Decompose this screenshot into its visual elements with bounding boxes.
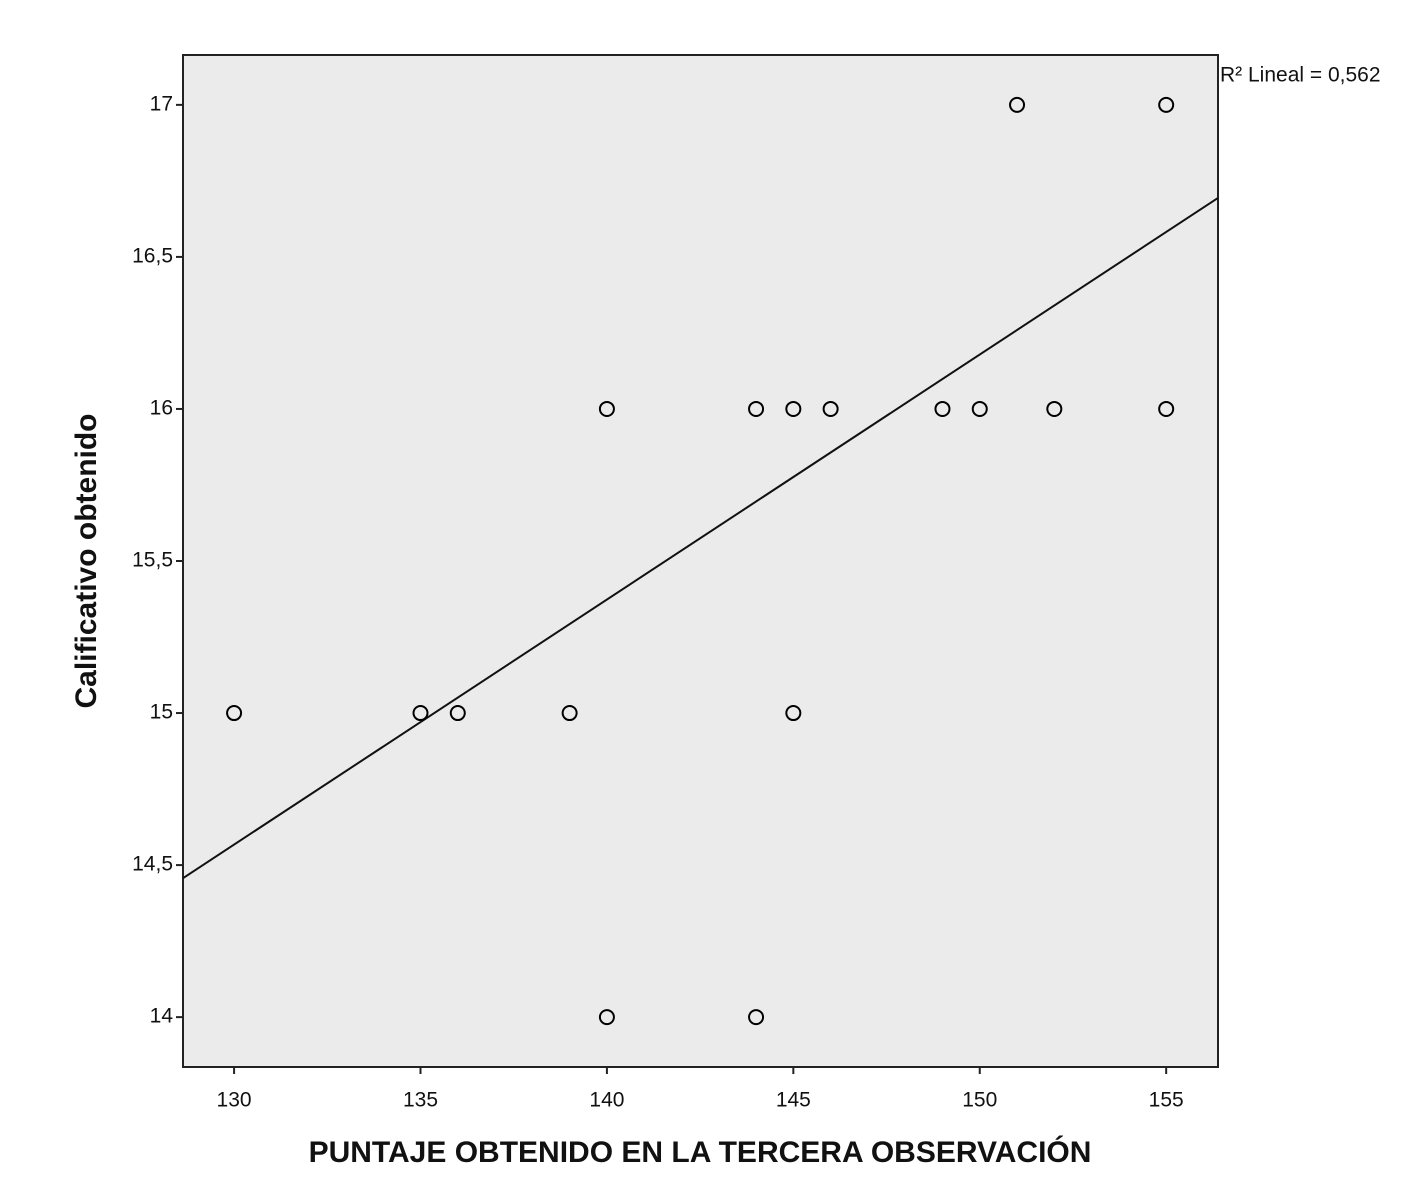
x-tick-label: 135	[403, 1089, 438, 1112]
y-axis-title: Calificativo obtenido	[70, 413, 103, 708]
point	[748, 400, 765, 417]
y-tick-label: 15,5	[132, 549, 173, 572]
x-tick-label: 145	[776, 1089, 811, 1112]
x-tick-label: 150	[962, 1089, 997, 1112]
point	[785, 705, 802, 722]
point	[412, 705, 429, 722]
point	[1158, 96, 1175, 113]
y-tick-label: 16	[150, 397, 173, 420]
plot-area	[182, 54, 1219, 1068]
y-tick-label: 14	[150, 1005, 174, 1028]
point	[934, 400, 951, 417]
point	[1158, 400, 1175, 417]
x-tick-label: 155	[1149, 1089, 1184, 1112]
y-tick-label: 17	[150, 92, 173, 115]
point	[971, 400, 988, 417]
point	[1009, 96, 1026, 113]
point	[785, 400, 802, 417]
x-tick-label: 140	[589, 1089, 624, 1112]
point	[226, 705, 243, 722]
y-tick-label: 14,5	[132, 853, 173, 876]
x-axis-title: PUNTAJE OBTENIDO EN LA TERCERA OBSERVACI…	[309, 1135, 1092, 1169]
annotation: R² Lineal = 0,562	[1220, 64, 1381, 87]
point	[598, 400, 615, 417]
x-tick-label: 130	[217, 1089, 252, 1112]
y-tick-label: 15	[150, 701, 173, 724]
fit-line	[182, 197, 1219, 879]
point	[1046, 400, 1063, 417]
point	[449, 705, 466, 722]
point	[598, 1009, 615, 1026]
point	[561, 705, 578, 722]
point	[748, 1009, 765, 1026]
y-tick-label: 16,5	[132, 244, 173, 267]
point	[822, 400, 839, 417]
